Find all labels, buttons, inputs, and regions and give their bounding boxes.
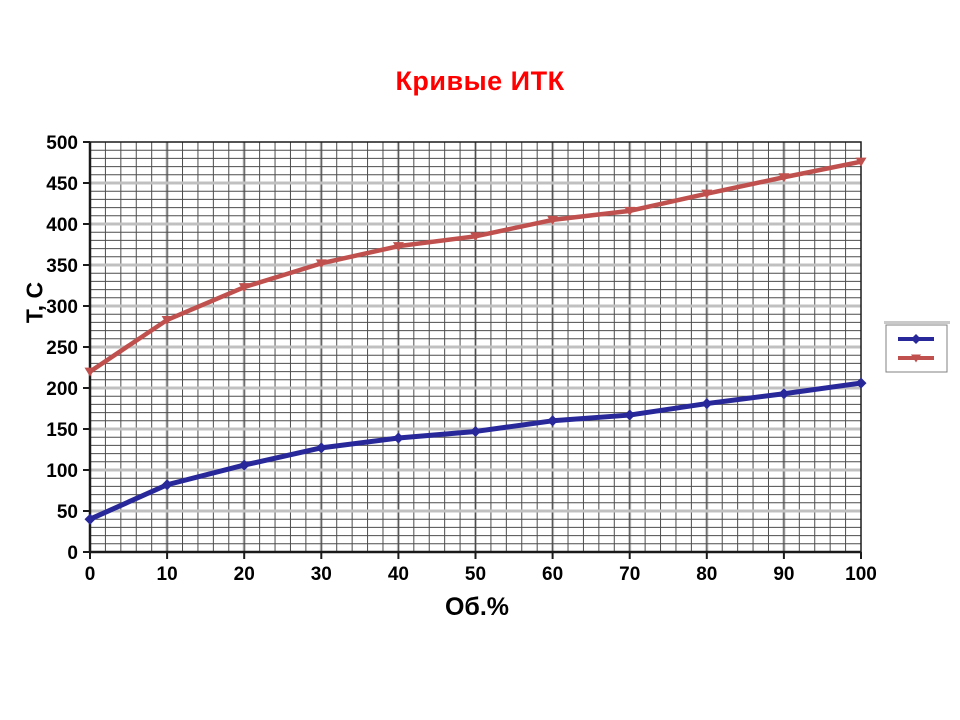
y-tick-label: 350	[46, 256, 78, 277]
diamond-marker	[547, 415, 559, 427]
y-tick-label: 150	[46, 420, 78, 441]
grid-major-horizontal	[90, 181, 861, 513]
y-axis-ticks	[83, 141, 90, 553]
x-tick-label: 40	[388, 564, 409, 585]
y-tick-label: 0	[67, 543, 78, 564]
triangle-down-marker	[238, 283, 250, 293]
diamond-marker	[238, 459, 250, 471]
triangle-down-marker	[547, 215, 559, 225]
x-tick-label: 20	[234, 564, 255, 585]
y-tick-label: 450	[46, 174, 78, 195]
diamond-marker	[470, 425, 481, 437]
diamond-marker	[911, 334, 921, 344]
triangle-down-marker	[315, 259, 327, 269]
diamond-marker	[315, 442, 327, 454]
triangle-down-marker	[911, 354, 921, 363]
triangle-down-marker	[624, 206, 636, 216]
y-tick-label: 400	[46, 215, 78, 236]
triangle-down-marker	[701, 189, 713, 199]
diamond-marker	[84, 513, 96, 525]
x-tick-labels: 0 10 20 30 40 50 60 70 80 90 100	[85, 564, 877, 585]
x-tick-label: 80	[696, 564, 717, 585]
triangle-down-marker	[778, 173, 790, 183]
y-tick-labels: 0 50 100 150 200 250 300 350 400 450 500	[46, 133, 78, 564]
triangle-down-marker	[855, 157, 867, 167]
triangle-down-marker	[470, 232, 481, 242]
x-tick-label: 30	[311, 564, 332, 585]
diamond-marker	[701, 398, 713, 410]
x-tick-label: 50	[465, 564, 486, 585]
diamond-marker	[161, 479, 173, 491]
diamond-marker	[624, 409, 636, 421]
chart-title: Кривые ИТК	[395, 66, 565, 96]
legend-shadow	[884, 321, 950, 324]
series-1-curve	[84, 377, 867, 525]
y-tick-label: 250	[46, 338, 78, 359]
legend	[884, 321, 950, 373]
x-tick-label: 60	[542, 564, 563, 585]
diamond-marker	[855, 377, 867, 389]
y-tick-label: 50	[57, 502, 78, 523]
legend-entry-2	[898, 354, 934, 363]
diamond-marker	[778, 388, 790, 400]
y-tick-label: 300	[46, 297, 78, 318]
x-tick-label: 100	[845, 564, 877, 585]
x-tick-label: 10	[157, 564, 178, 585]
y-tick-label: 100	[46, 461, 78, 482]
series-2-curve	[84, 157, 867, 377]
x-axis-title: Об.%	[444, 593, 510, 621]
triangle-down-marker	[161, 315, 173, 325]
legend-entry-1	[898, 334, 934, 344]
x-tick-label: 70	[619, 564, 640, 585]
legend-box	[885, 324, 948, 373]
triangle-down-marker	[392, 242, 404, 252]
y-tick-label: 200	[46, 379, 78, 400]
x-axis-ticks	[89, 552, 862, 559]
diamond-marker	[392, 432, 404, 444]
triangle-down-marker	[84, 367, 96, 377]
y-tick-label: 500	[46, 133, 78, 154]
x-tick-label: 0	[85, 564, 96, 585]
x-tick-label: 90	[773, 564, 794, 585]
